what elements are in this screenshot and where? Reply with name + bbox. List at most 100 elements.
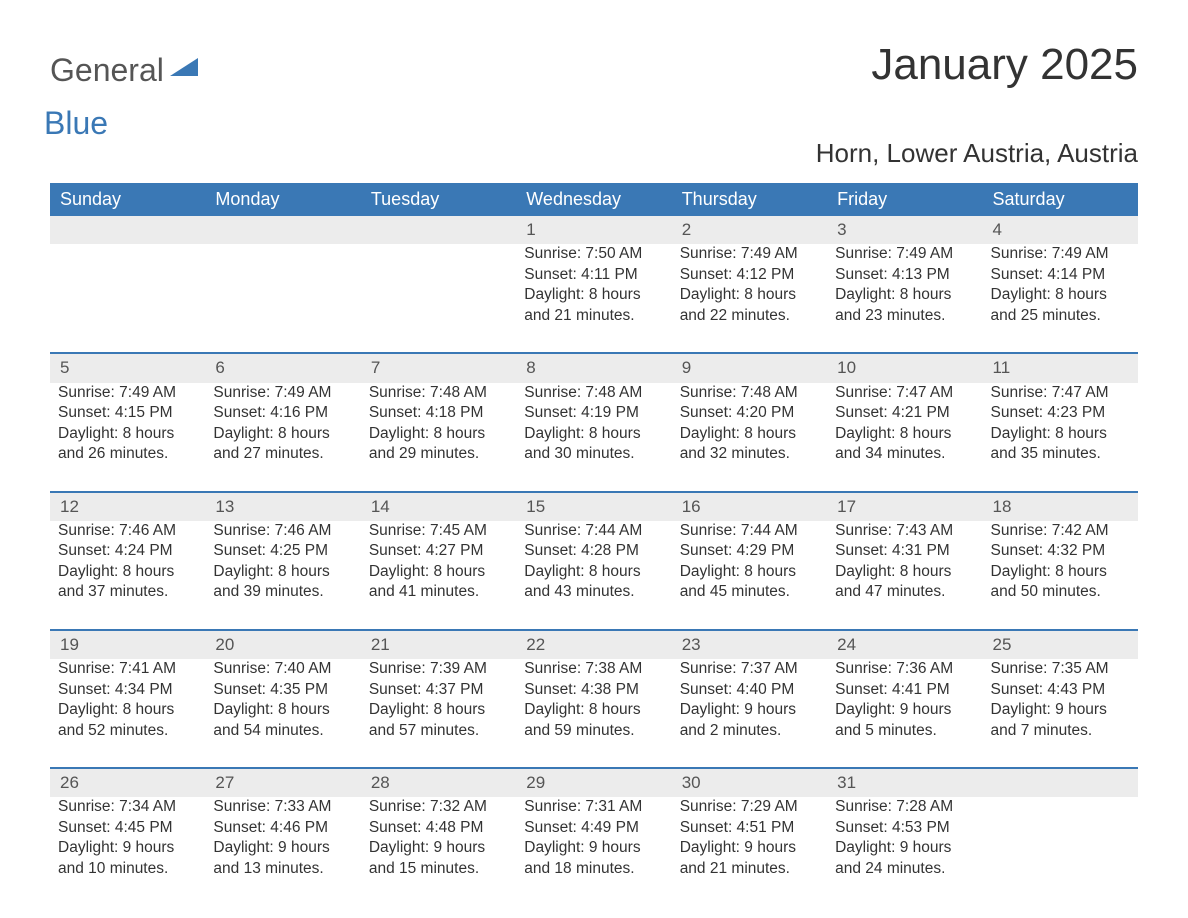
day-body-cell: Sunrise: 7:46 AMSunset: 4:24 PMDaylight:… <box>50 521 205 630</box>
sunset-text: Sunset: 4:14 PM <box>991 265 1130 285</box>
daylight-text: and 21 minutes. <box>680 859 819 879</box>
daylight-text: and 2 minutes. <box>680 721 819 741</box>
day-number-cell: 24 <box>827 630 982 659</box>
daylight-text: Daylight: 9 hours <box>369 838 508 858</box>
sunrise-text: Sunrise: 7:35 AM <box>991 659 1130 679</box>
daylight-text: and 7 minutes. <box>991 721 1130 741</box>
day-body-cell: Sunrise: 7:35 AMSunset: 4:43 PMDaylight:… <box>983 659 1138 768</box>
day-body-cell: Sunrise: 7:34 AMSunset: 4:45 PMDaylight:… <box>50 797 205 905</box>
sunset-text: Sunset: 4:41 PM <box>835 680 974 700</box>
daylight-text: Daylight: 9 hours <box>680 700 819 720</box>
daylight-text: and 41 minutes. <box>369 582 508 602</box>
sunset-text: Sunset: 4:31 PM <box>835 541 974 561</box>
sunrise-text: Sunrise: 7:50 AM <box>524 244 663 264</box>
day-number-cell: 20 <box>205 630 360 659</box>
daylight-text: Daylight: 8 hours <box>991 424 1130 444</box>
day-number-cell <box>361 216 516 244</box>
sunrise-text: Sunrise: 7:45 AM <box>369 521 508 541</box>
day-number-row: 12131415161718 <box>50 492 1138 521</box>
daylight-text: Daylight: 8 hours <box>213 700 352 720</box>
daylight-text: Daylight: 8 hours <box>213 424 352 444</box>
sunrise-text: Sunrise: 7:42 AM <box>991 521 1130 541</box>
daylight-text: Daylight: 8 hours <box>835 285 974 305</box>
sunset-text: Sunset: 4:21 PM <box>835 403 974 423</box>
sunset-text: Sunset: 4:19 PM <box>524 403 663 423</box>
weekday-header: Sunday <box>50 183 205 216</box>
sunset-text: Sunset: 4:51 PM <box>680 818 819 838</box>
sunset-text: Sunset: 4:49 PM <box>524 818 663 838</box>
day-body-cell: Sunrise: 7:48 AMSunset: 4:18 PMDaylight:… <box>361 383 516 492</box>
day-body-cell: Sunrise: 7:29 AMSunset: 4:51 PMDaylight:… <box>672 797 827 905</box>
day-number-cell: 12 <box>50 492 205 521</box>
day-body-cell <box>361 244 516 353</box>
daylight-text: and 18 minutes. <box>524 859 663 879</box>
sunset-text: Sunset: 4:46 PM <box>213 818 352 838</box>
day-body-cell: Sunrise: 7:40 AMSunset: 4:35 PMDaylight:… <box>205 659 360 768</box>
daylight-text: Daylight: 8 hours <box>369 700 508 720</box>
daylight-text: and 10 minutes. <box>58 859 197 879</box>
page-title: January 2025 <box>871 40 1138 90</box>
day-number-cell: 4 <box>983 216 1138 244</box>
daylight-text: Daylight: 8 hours <box>369 424 508 444</box>
daylight-text: Daylight: 9 hours <box>835 700 974 720</box>
day-number-cell: 30 <box>672 768 827 797</box>
day-number-cell: 27 <box>205 768 360 797</box>
daylight-text: Daylight: 9 hours <box>991 700 1130 720</box>
day-number-cell: 11 <box>983 353 1138 382</box>
sunrise-text: Sunrise: 7:46 AM <box>213 521 352 541</box>
day-number-cell: 8 <box>516 353 671 382</box>
sunrise-text: Sunrise: 7:49 AM <box>835 244 974 264</box>
sunset-text: Sunset: 4:43 PM <box>991 680 1130 700</box>
day-number-cell: 21 <box>361 630 516 659</box>
day-number-cell: 22 <box>516 630 671 659</box>
sunset-text: Sunset: 4:18 PM <box>369 403 508 423</box>
daylight-text: and 23 minutes. <box>835 306 974 326</box>
daylight-text: and 29 minutes. <box>369 444 508 464</box>
daylight-text: Daylight: 8 hours <box>835 562 974 582</box>
sunset-text: Sunset: 4:25 PM <box>213 541 352 561</box>
daylight-text: Daylight: 9 hours <box>835 838 974 858</box>
sunrise-text: Sunrise: 7:39 AM <box>369 659 508 679</box>
daylight-text: and 54 minutes. <box>213 721 352 741</box>
sunrise-text: Sunrise: 7:38 AM <box>524 659 663 679</box>
day-body-cell: Sunrise: 7:47 AMSunset: 4:23 PMDaylight:… <box>983 383 1138 492</box>
day-number-cell: 2 <box>672 216 827 244</box>
day-body-cell <box>983 797 1138 905</box>
day-body-cell <box>205 244 360 353</box>
day-body-cell: Sunrise: 7:38 AMSunset: 4:38 PMDaylight:… <box>516 659 671 768</box>
weekday-header: Thursday <box>672 183 827 216</box>
daylight-text: and 5 minutes. <box>835 721 974 741</box>
sunrise-text: Sunrise: 7:48 AM <box>369 383 508 403</box>
sunset-text: Sunset: 4:13 PM <box>835 265 974 285</box>
day-body-cell: Sunrise: 7:44 AMSunset: 4:29 PMDaylight:… <box>672 521 827 630</box>
day-number-cell: 9 <box>672 353 827 382</box>
sunset-text: Sunset: 4:37 PM <box>369 680 508 700</box>
sunrise-text: Sunrise: 7:34 AM <box>58 797 197 817</box>
daylight-text: Daylight: 8 hours <box>58 562 197 582</box>
day-body-row: Sunrise: 7:50 AMSunset: 4:11 PMDaylight:… <box>50 244 1138 353</box>
sunset-text: Sunset: 4:23 PM <box>991 403 1130 423</box>
sunrise-text: Sunrise: 7:44 AM <box>680 521 819 541</box>
day-body-cell: Sunrise: 7:44 AMSunset: 4:28 PMDaylight:… <box>516 521 671 630</box>
day-body-cell <box>50 244 205 353</box>
day-body-cell: Sunrise: 7:48 AMSunset: 4:19 PMDaylight:… <box>516 383 671 492</box>
day-number-row: 1234 <box>50 216 1138 244</box>
logo: General Blue <box>50 40 198 126</box>
sunset-text: Sunset: 4:32 PM <box>991 541 1130 561</box>
day-number-cell: 5 <box>50 353 205 382</box>
sunrise-text: Sunrise: 7:47 AM <box>991 383 1130 403</box>
daylight-text: Daylight: 9 hours <box>680 838 819 858</box>
sunrise-text: Sunrise: 7:49 AM <box>991 244 1130 264</box>
daylight-text: and 24 minutes. <box>835 859 974 879</box>
day-number-cell: 29 <box>516 768 671 797</box>
day-body-cell: Sunrise: 7:48 AMSunset: 4:20 PMDaylight:… <box>672 383 827 492</box>
day-body-row: Sunrise: 7:41 AMSunset: 4:34 PMDaylight:… <box>50 659 1138 768</box>
daylight-text: and 32 minutes. <box>680 444 819 464</box>
daylight-text: and 30 minutes. <box>524 444 663 464</box>
sunset-text: Sunset: 4:45 PM <box>58 818 197 838</box>
sunset-text: Sunset: 4:34 PM <box>58 680 197 700</box>
daylight-text: Daylight: 8 hours <box>524 562 663 582</box>
sunrise-text: Sunrise: 7:49 AM <box>680 244 819 264</box>
sunset-text: Sunset: 4:40 PM <box>680 680 819 700</box>
day-body-cell: Sunrise: 7:28 AMSunset: 4:53 PMDaylight:… <box>827 797 982 905</box>
